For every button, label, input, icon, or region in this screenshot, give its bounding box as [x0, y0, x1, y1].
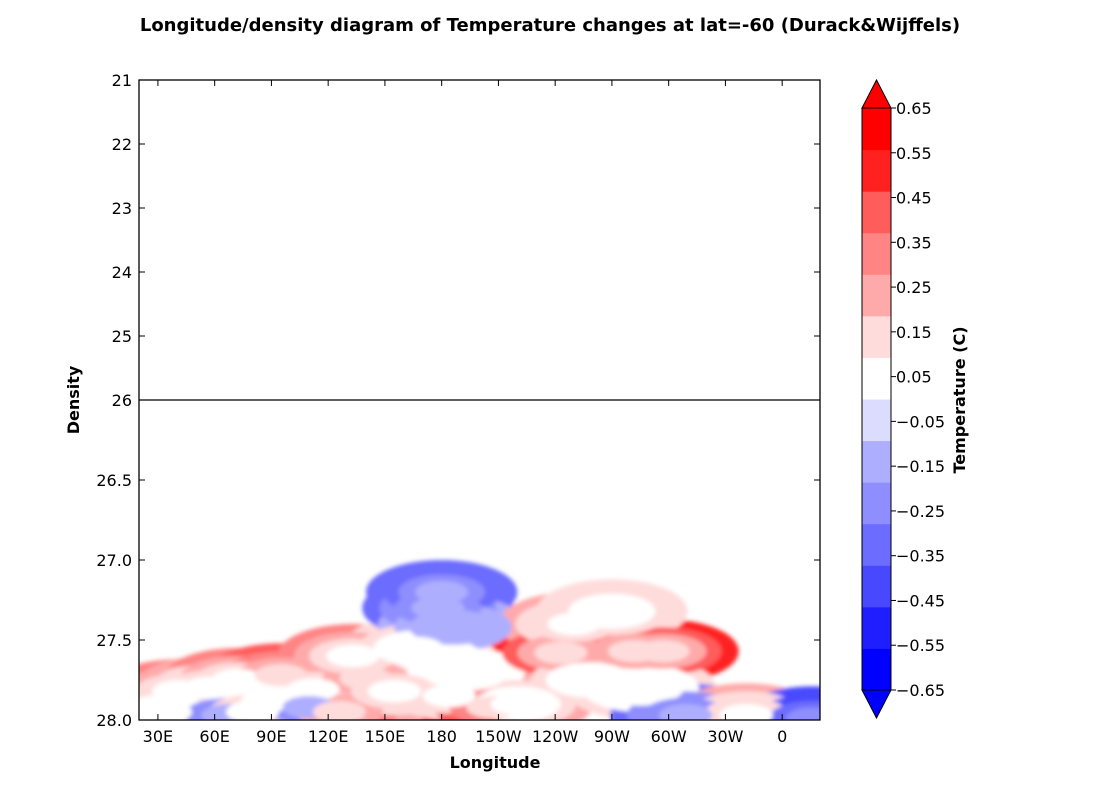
- colorbar-swatch: [862, 523, 891, 566]
- colorbar-tick-label: 0.45: [896, 189, 932, 208]
- y-tick-label: 22: [112, 135, 132, 154]
- x-tick-label: 60E: [199, 727, 229, 746]
- colorbar-tick-label: 0.55: [896, 144, 932, 163]
- colorbar-swatch: [862, 606, 891, 649]
- y-tick-label: 28.0: [96, 711, 132, 730]
- colorbar-swatch: [862, 648, 891, 691]
- x-tick-label: 150E: [365, 727, 406, 746]
- y-tick-label: 21: [112, 71, 132, 90]
- field-cell: [313, 700, 366, 720]
- x-tick-label: 150W: [475, 727, 522, 746]
- field-cell: [534, 641, 588, 664]
- field-cell: [719, 704, 773, 720]
- field-cell: [367, 680, 421, 703]
- x-tick-label: 60W: [651, 727, 687, 746]
- x-tick-label: 30E: [143, 727, 173, 746]
- colorbar-tick-label: −0.55: [896, 636, 945, 655]
- x-tick-label: 120W: [532, 727, 579, 746]
- field-cell: [422, 684, 476, 708]
- y-tick-label: 27.0: [96, 551, 132, 570]
- colorbar-tick-label: −0.35: [896, 547, 945, 566]
- colorbar-tick-label: −0.05: [896, 412, 945, 431]
- colorbar-tick-label: −0.65: [896, 681, 945, 700]
- colorbar-swatch: [862, 232, 891, 275]
- colorbar-tick-label: 0.05: [896, 368, 932, 387]
- colorbar-swatch: [862, 315, 891, 358]
- y-tick-label: 23: [112, 199, 132, 218]
- colorbar-swatch: [862, 482, 891, 525]
- y-tick-label: 26.5: [96, 471, 132, 490]
- colorbar-swatch: [862, 108, 891, 151]
- y-axis: 21 22 23 24 25 26 26.5 27.0 27.5 28.0: [96, 71, 820, 730]
- colorbar-tick-label: 0.35: [896, 233, 932, 252]
- colorbar-swatch: [862, 357, 891, 400]
- field-cell: [613, 676, 667, 700]
- field-cell: [226, 700, 279, 720]
- colorbar-tick-label: 0.25: [896, 278, 932, 297]
- x-tick-label: 120E: [308, 727, 349, 746]
- colorbar-label: Temperature (C): [950, 326, 969, 473]
- field-cell: [659, 704, 713, 720]
- y-tick-label: 26: [112, 391, 132, 410]
- x-tick-label: 90E: [256, 727, 286, 746]
- field-cell: [439, 660, 493, 684]
- x-tick-label: 30W: [707, 727, 743, 746]
- field-cell: [785, 707, 820, 720]
- field-cell: [426, 616, 480, 639]
- field-cell: [562, 668, 616, 692]
- field-cell: [286, 678, 340, 701]
- colorbar-tick-label: 0.65: [896, 99, 932, 118]
- field-cell: [411, 644, 465, 668]
- field-cell: [210, 668, 264, 692]
- x-axis: 30E 60E 90E 120E 150E 180 150W 120W 90W 60W 30W 0: [143, 80, 787, 746]
- colorbar-swatch: [862, 565, 891, 608]
- colorbar-swatch: [862, 149, 891, 192]
- field-cell: [254, 664, 308, 687]
- field-cell: [326, 644, 380, 668]
- colorbar-tick-label: −0.25: [896, 502, 945, 521]
- y-tick-label: 24: [112, 263, 132, 282]
- field-cell: [585, 600, 639, 623]
- y-tick-label: 27.5: [96, 631, 132, 650]
- colorbar-swatch: [862, 399, 891, 442]
- x-tick-label: 90W: [594, 727, 630, 746]
- chart-title: Longitude/density diagram of Temperature…: [140, 15, 960, 36]
- colorbar-tick-label: 0.15: [896, 323, 932, 342]
- field-cell: [636, 640, 690, 663]
- colorbar-tick-label: −0.15: [896, 457, 945, 476]
- colorbar-extend-min: [861, 689, 892, 720]
- field-cell: [547, 612, 601, 636]
- x-tick-label: 0: [777, 727, 787, 746]
- colorbar-swatch: [862, 440, 891, 483]
- colorbar-swatch: [862, 191, 891, 234]
- field-cell: [139, 700, 192, 720]
- colorbar: −0.65 −0.55 −0.45 −0.35 −0.25 −0.15 −0.05 0.05 0…: [861, 78, 945, 720]
- colorbar-extend-max: [861, 78, 892, 109]
- y-tick-label: 25: [112, 327, 132, 346]
- colorbar-swatch: [862, 274, 891, 317]
- colorbar-frame: [861, 107, 892, 691]
- x-axis-label: Longitude: [450, 753, 541, 772]
- colorbar-tick-label: −0.45: [896, 591, 945, 610]
- contour-field: [139, 560, 820, 720]
- field-cell: [415, 580, 469, 604]
- y-axis-label: Density: [64, 365, 83, 434]
- x-tick-label: 180: [426, 727, 457, 746]
- field-cell: [490, 692, 544, 716]
